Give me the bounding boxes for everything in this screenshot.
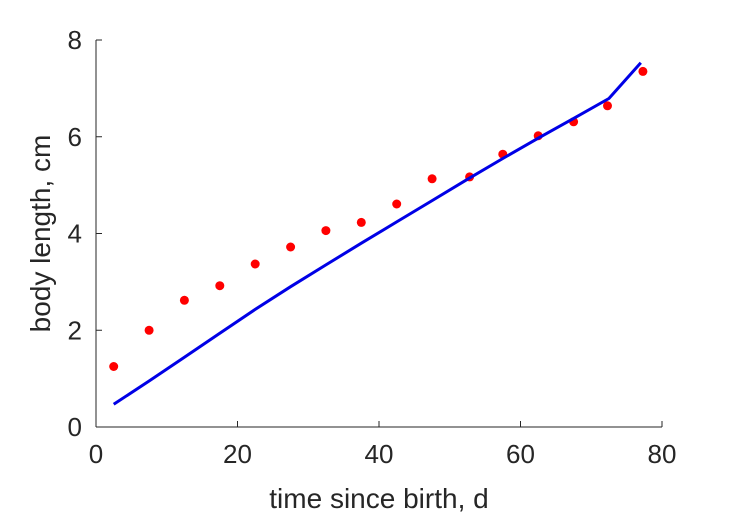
x-tick-label: 40: [365, 439, 394, 469]
data-point: [179, 295, 189, 305]
data-point: [250, 259, 260, 269]
data-point: [392, 199, 402, 209]
data-point: [427, 174, 437, 184]
data-point: [356, 217, 366, 227]
y-axis-ticks: 0 2 4 6 8: [68, 25, 102, 442]
plot-area: [109, 61, 648, 406]
x-axis-label: time since birth, d: [269, 483, 488, 514]
data-point: [603, 101, 612, 111]
x-tick-label: 0: [89, 439, 103, 469]
x-axis-ticks: 0 20 40 60 80: [89, 421, 677, 469]
y-axis-label: body length, cm: [25, 135, 56, 333]
model-line: [112, 61, 642, 406]
data-point: [109, 362, 119, 371]
data-point: [215, 281, 225, 291]
y-tick-label: 8: [68, 25, 82, 55]
y-tick-label: 4: [68, 219, 82, 249]
data-point: [638, 66, 648, 76]
x-tick-label: 80: [648, 439, 677, 469]
y-tick-label: 0: [68, 412, 82, 442]
data-point: [144, 325, 154, 335]
x-tick-label: 60: [506, 439, 535, 469]
y-tick-label: 6: [68, 122, 82, 152]
data-point: [286, 242, 296, 252]
data-point: [321, 226, 331, 236]
y-tick-label: 2: [68, 315, 82, 345]
x-tick-label: 20: [223, 439, 252, 469]
